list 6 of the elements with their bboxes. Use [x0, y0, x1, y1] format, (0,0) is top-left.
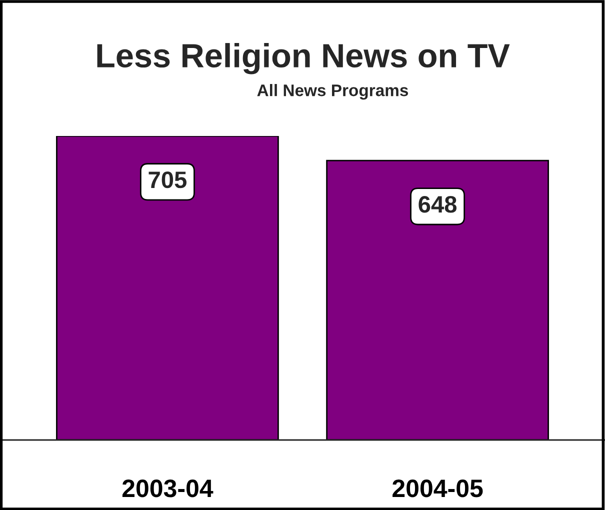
chart-subtitle: All News Programs: [257, 84, 408, 100]
x-tick-label: 2003-04: [122, 480, 214, 498]
chart-title: Less Religion News on TV: [97, 43, 510, 74]
data-label: 705: [148, 171, 186, 188]
x-tick-label: 2004-05: [392, 480, 483, 498]
data-label: 648: [418, 196, 457, 213]
